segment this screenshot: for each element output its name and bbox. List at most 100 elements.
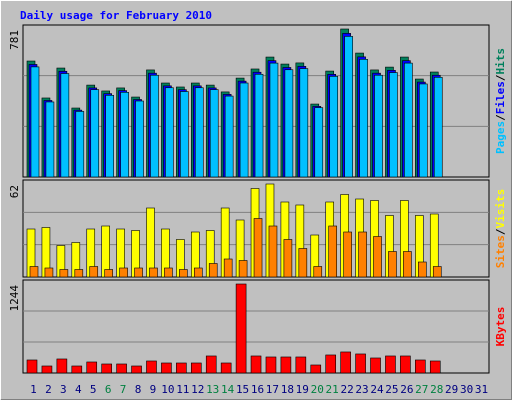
x-tick-label: 31 xyxy=(475,383,488,396)
bar xyxy=(194,87,204,178)
bar xyxy=(149,267,158,278)
bar xyxy=(116,363,127,374)
bar xyxy=(26,359,38,374)
x-tick-label: 30 xyxy=(460,383,473,396)
bar xyxy=(131,365,142,374)
legend-separator: / xyxy=(494,114,507,121)
bar xyxy=(373,236,382,278)
x-tick-label: 28 xyxy=(430,383,443,396)
bar xyxy=(310,364,322,374)
bar xyxy=(104,269,113,278)
x-tick-label: 23 xyxy=(355,383,368,396)
bar xyxy=(30,66,40,178)
bar xyxy=(45,101,55,178)
x-tick-label: 22 xyxy=(340,383,353,396)
bar xyxy=(176,362,187,374)
x-tick-label: 27 xyxy=(415,383,428,396)
bar xyxy=(74,269,84,278)
x-tick-label: 15 xyxy=(236,383,249,396)
x-tick-label: 24 xyxy=(370,383,384,396)
x-tick-label: 5 xyxy=(90,383,97,396)
bar xyxy=(370,357,381,374)
bar xyxy=(314,107,324,178)
x-tick-label: 25 xyxy=(385,383,398,396)
legend: Sites/Visits xyxy=(494,189,507,269)
bar xyxy=(389,72,398,178)
legend: KBytes xyxy=(494,307,507,347)
x-tick-label: 4 xyxy=(75,383,82,396)
bar xyxy=(385,355,396,374)
bar xyxy=(358,231,367,278)
bar xyxy=(340,351,351,374)
y-tick-label: 62 xyxy=(8,185,21,198)
x-tick-label: 14 xyxy=(221,383,235,396)
bar xyxy=(415,359,426,374)
bar xyxy=(86,361,98,374)
bar xyxy=(146,360,157,374)
x-tick-label: 19 xyxy=(296,383,309,396)
bar xyxy=(161,362,172,374)
legend-separator: / xyxy=(494,228,507,235)
bar xyxy=(165,87,174,178)
bar xyxy=(59,269,69,278)
x-tick-label: 11 xyxy=(176,383,189,396)
bar xyxy=(209,89,219,178)
bar xyxy=(56,358,68,374)
legend-entry: KBytes xyxy=(494,307,507,347)
bar xyxy=(179,269,188,278)
bar xyxy=(90,89,100,178)
bar xyxy=(283,239,293,278)
bar xyxy=(60,73,70,178)
bar xyxy=(328,225,338,278)
bar xyxy=(265,356,277,374)
chart-title: Daily usage for February 2010 xyxy=(20,9,212,22)
bar xyxy=(205,355,217,374)
bar xyxy=(325,354,337,374)
bar xyxy=(429,360,441,374)
x-tick-label: 7 xyxy=(120,383,127,396)
x-tick-label: 20 xyxy=(311,383,324,396)
bar xyxy=(224,95,234,178)
bar xyxy=(193,267,203,278)
bar xyxy=(180,91,189,178)
x-tick-label: 2 xyxy=(45,383,52,396)
bar xyxy=(120,91,129,178)
bar xyxy=(29,266,39,278)
x-tick-label: 16 xyxy=(251,383,264,396)
legend-entry: Sites xyxy=(494,235,507,268)
x-tick-label: 17 xyxy=(266,383,279,396)
x-tick-label: 18 xyxy=(281,383,294,396)
bar xyxy=(223,258,233,278)
bar xyxy=(299,68,309,178)
bar xyxy=(220,362,232,374)
x-tick-label: 26 xyxy=(400,383,413,396)
bar xyxy=(238,260,248,278)
bar xyxy=(254,73,264,178)
x-tick-label: 13 xyxy=(206,383,219,396)
bar xyxy=(295,356,307,374)
bar xyxy=(164,267,173,278)
x-tick-label: 3 xyxy=(60,383,67,396)
bar xyxy=(329,76,339,178)
bar xyxy=(150,74,159,178)
bar xyxy=(374,74,383,178)
x-tick-label: 21 xyxy=(326,383,339,396)
bar xyxy=(89,266,99,278)
bar xyxy=(280,356,292,374)
x-tick-label: 8 xyxy=(135,383,142,396)
legend-entry: Hits xyxy=(494,48,507,75)
bar xyxy=(135,100,144,178)
x-tick-label: 9 xyxy=(150,383,157,396)
bar xyxy=(313,266,323,278)
legend: Pages/Files/Hits xyxy=(494,48,507,154)
bar xyxy=(269,62,279,178)
legend-entry: Pages xyxy=(494,121,507,154)
bar xyxy=(432,266,442,278)
bar xyxy=(134,267,143,278)
y-tick-label: 1244 xyxy=(8,285,21,312)
bar xyxy=(41,365,53,374)
legend-entry: Visits xyxy=(494,189,507,229)
bar xyxy=(433,77,443,178)
